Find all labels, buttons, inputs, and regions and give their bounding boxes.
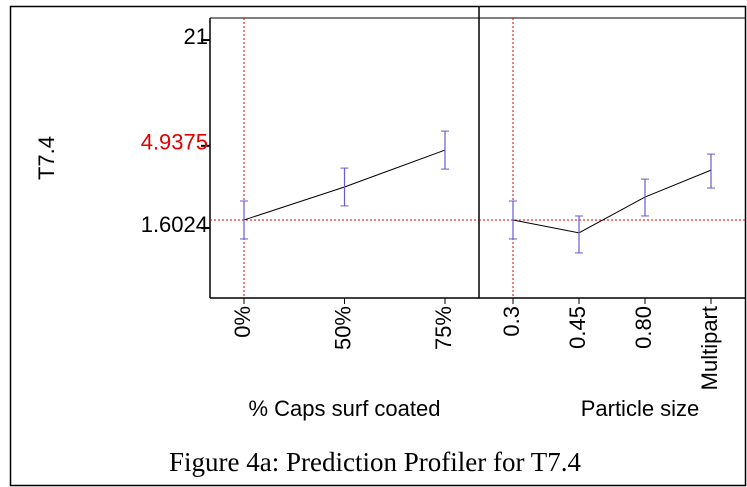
frame <box>9 5 747 487</box>
y-tick-label: 21 <box>184 24 208 49</box>
caption: Figure 4a: Prediction Profiler for T7.4 <box>169 447 581 477</box>
x-tick-label: 50% <box>330 306 355 350</box>
x-tick-label: 0.80 <box>631 306 656 349</box>
x-tick-label: 75% <box>431 306 456 350</box>
y-tick-label: 4.9375 <box>141 130 208 155</box>
x-tick-label: 0.3 <box>499 306 524 337</box>
x-axis-label: Particle size <box>581 396 700 421</box>
profile-line <box>512 169 712 234</box>
y-axis-label: T7.4 <box>34 136 59 180</box>
x-tick-label: Multipart <box>697 306 722 390</box>
y-tick-label: 1.6024 <box>141 212 208 237</box>
x-tick-label: 0.45 <box>565 306 590 349</box>
x-tick-label: 0% <box>230 306 255 338</box>
x-axis-label: % Caps surf coated <box>249 396 441 421</box>
